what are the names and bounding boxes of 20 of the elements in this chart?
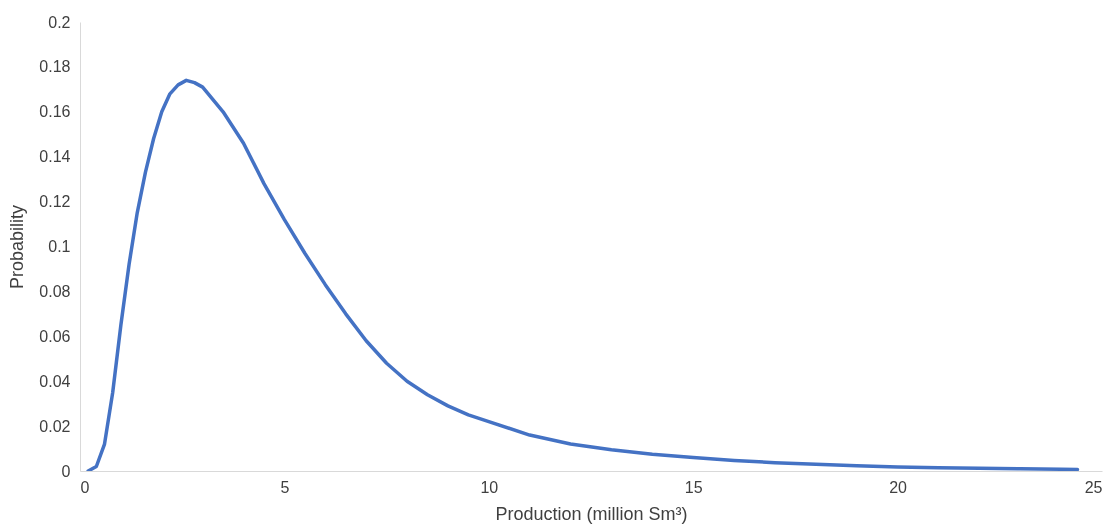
y-tick-label: 0 [61, 462, 71, 480]
y-tick-label: 0.16 [39, 103, 71, 121]
y-tick-label: 0.12 [39, 193, 71, 211]
y-tick-label: 0.2 [48, 13, 71, 31]
x-tick-label: 15 [684, 478, 703, 496]
y-tick-label: 0.04 [39, 372, 71, 390]
line-series [86, 78, 1080, 471]
x-tick-label: 25 [1084, 478, 1103, 496]
y-tick-label: 0.18 [39, 58, 71, 76]
x-tick-label: 10 [480, 478, 499, 496]
y-tick-label: 0.08 [39, 282, 71, 300]
y-tick-label: 0.06 [39, 327, 71, 345]
y-tick-label: 0.02 [39, 417, 71, 435]
x-axis-title: Production (million Sm³) [495, 503, 688, 524]
y-tick-label: 0.14 [39, 148, 71, 166]
y-tick-label: 0.1 [48, 238, 71, 255]
x-tick-label: 0 [80, 478, 90, 496]
x-tick-label: 5 [280, 478, 290, 496]
x-tick-label: 20 [889, 478, 908, 496]
y-axis-title: Probability [7, 204, 28, 290]
